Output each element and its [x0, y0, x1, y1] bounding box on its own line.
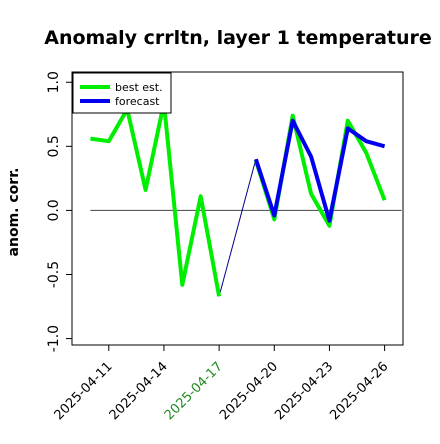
y-tick-label: -0.5	[46, 261, 62, 288]
series-best-estimate-line	[90, 100, 222, 297]
x-tick-label: 2025-04-20	[217, 359, 281, 423]
x-tick-label: 2025-04-26	[327, 359, 391, 423]
plot-frame	[71, 71, 404, 346]
x-tick-label: 2025-04-23	[272, 359, 336, 423]
connector-line	[218, 159, 257, 297]
x-tick-label: 2025-04-17	[162, 359, 226, 423]
legend-label-best-estimate: best est.	[115, 81, 163, 94]
y-tick-label: 1.0	[46, 71, 62, 93]
chart-title: Anomaly crrltn, layer 1 temperature	[44, 27, 432, 49]
y-tick-label: 0.0	[46, 199, 62, 221]
y-axis-label: anom. corr.	[6, 168, 22, 257]
series-forecast-line	[253, 118, 386, 223]
legend-label-forecast: forecast	[115, 95, 160, 108]
legend: best est.forecast	[72, 72, 172, 114]
x-tick-label: 2025-04-14	[107, 359, 171, 423]
y-tick-label: -1.0	[46, 325, 62, 352]
plot-area: -1.0-0.50.00.51.02025-04-112025-04-14202…	[46, 71, 404, 423]
x-tick-label: 2025-04-11	[52, 359, 116, 423]
y-tick-label: 0.5	[46, 135, 62, 157]
legend-box	[72, 72, 172, 114]
